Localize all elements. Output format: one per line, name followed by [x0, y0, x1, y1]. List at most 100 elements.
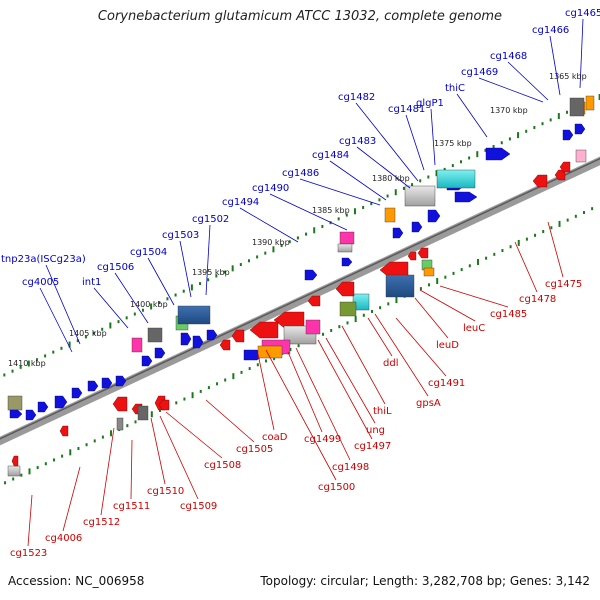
leader-line-reverse [439, 285, 509, 308]
feature-block [7, 465, 21, 477]
leader-line-reverse [150, 417, 166, 485]
gene-arrow-forward [341, 257, 353, 267]
tick-mark-forward [223, 270, 226, 274]
topology-text: Topology: circular; Length: 3,282,708 bp… [260, 574, 590, 588]
tick-mark-reverse [93, 439, 96, 443]
tick-mark-reverse [436, 278, 439, 285]
gene-label-reverse: cg1497 [354, 441, 391, 452]
tick-mark-forward [150, 303, 153, 310]
leader-line-reverse [27, 494, 33, 547]
gene-arrow-forward [562, 129, 574, 141]
leader-line-forward [478, 77, 544, 103]
feature-block [575, 149, 587, 163]
feature-block [7, 395, 23, 411]
tick-mark-forward [27, 360, 30, 367]
tick-mark-forward [207, 278, 210, 282]
gene-label-forward: thiC [445, 83, 465, 94]
leader-line-forward [549, 35, 561, 96]
gene-label-reverse: cg1523 [10, 548, 47, 559]
feature-block [585, 95, 595, 111]
leader-line-forward [405, 114, 425, 171]
tick-mark-reverse [199, 389, 202, 393]
tick-mark-reverse [542, 230, 545, 234]
leader-line-reverse [419, 289, 476, 322]
tick-mark-reverse [126, 424, 129, 428]
tick-mark-reverse [428, 283, 431, 287]
tick-mark-forward [402, 186, 405, 190]
tick-mark-forward [11, 369, 14, 373]
gene-label-reverse: cg1512 [83, 517, 120, 528]
gene-label-reverse: cg1505 [236, 444, 273, 455]
tick-mark-reverse [346, 321, 349, 325]
tick-mark-forward [517, 132, 520, 139]
gene-arrow-forward [304, 269, 318, 281]
tick-mark-forward [500, 141, 503, 145]
gene-arrow-reverse [249, 321, 279, 339]
tick-mark-reverse [468, 264, 471, 268]
tick-mark-reverse [330, 329, 333, 332]
tick-mark-forward [313, 227, 316, 234]
leader-line-reverse [325, 337, 376, 424]
feature-block [337, 243, 353, 253]
tick-mark-reverse [370, 309, 373, 313]
tick-mark-forward [541, 122, 544, 126]
leader-line-reverse [165, 411, 223, 459]
gene-label-forward: cg1469 [461, 67, 498, 78]
tick-mark-forward [125, 316, 128, 320]
scale-label: 1400 kbp [130, 300, 168, 309]
leader-line-reverse [514, 241, 538, 293]
tick-mark-forward [19, 365, 22, 369]
tick-mark-reverse [52, 458, 55, 462]
tick-mark-forward [557, 113, 560, 120]
tick-mark-forward [117, 320, 120, 324]
tick-mark-reverse [297, 344, 300, 348]
leader-line-reverse [547, 221, 564, 278]
gene-label-forward: cg1468 [490, 51, 527, 62]
gene-arrow-forward [87, 380, 99, 392]
feature-block [436, 169, 476, 189]
leader-line-reverse [395, 317, 447, 377]
tick-mark-forward [508, 137, 511, 141]
feature-block [423, 267, 435, 277]
leader-line-forward [39, 287, 73, 353]
gene-arrow-reverse [559, 161, 571, 173]
tick-mark-forward [598, 94, 600, 101]
tick-mark-forward [166, 297, 169, 301]
tick-mark-reverse [240, 370, 243, 374]
feature-block [305, 319, 321, 335]
tick-mark-forward [296, 236, 299, 240]
scale-label: 1365 kbp [549, 72, 587, 81]
feature-block [339, 231, 355, 245]
gene-label-forward: cg1484 [312, 150, 349, 161]
gene-label-reverse: cg1499 [304, 434, 341, 445]
gene-label-reverse: cg1509 [180, 501, 217, 512]
leader-line-reverse [257, 353, 275, 431]
tick-mark-reverse [256, 363, 259, 367]
tick-mark-reverse [534, 233, 537, 237]
gene-label-reverse: leuD [436, 340, 459, 351]
tick-mark-reverse [101, 435, 104, 439]
tick-mark-reverse [444, 275, 447, 279]
tick-mark-reverse [61, 454, 64, 458]
tick-mark-reverse [69, 449, 72, 456]
tick-mark-reverse [216, 382, 219, 386]
gene-label-reverse: cg1475 [545, 279, 582, 290]
scale-label: 1370 kbp [490, 106, 528, 115]
gene-arrow-reverse [532, 174, 548, 188]
gene-label-reverse: cg1508 [204, 460, 241, 471]
tick-mark-reverse [566, 218, 569, 222]
leader-line-forward [114, 272, 149, 324]
tick-mark-reverse [20, 473, 23, 477]
feature-block [384, 207, 396, 223]
tick-mark-reverse [224, 378, 227, 382]
tick-mark-forward [174, 293, 177, 297]
tick-mark-reverse [395, 297, 398, 304]
gene-arrow-forward [192, 335, 204, 349]
leader-line-forward [205, 224, 211, 296]
leader-line-reverse [317, 339, 373, 440]
gene-label-forward: cg1465 [565, 8, 600, 19]
tick-mark-reverse [460, 268, 463, 272]
tick-mark-forward [3, 373, 6, 377]
gene-label-forward: tnp23a(ISCg23a) [1, 254, 86, 265]
